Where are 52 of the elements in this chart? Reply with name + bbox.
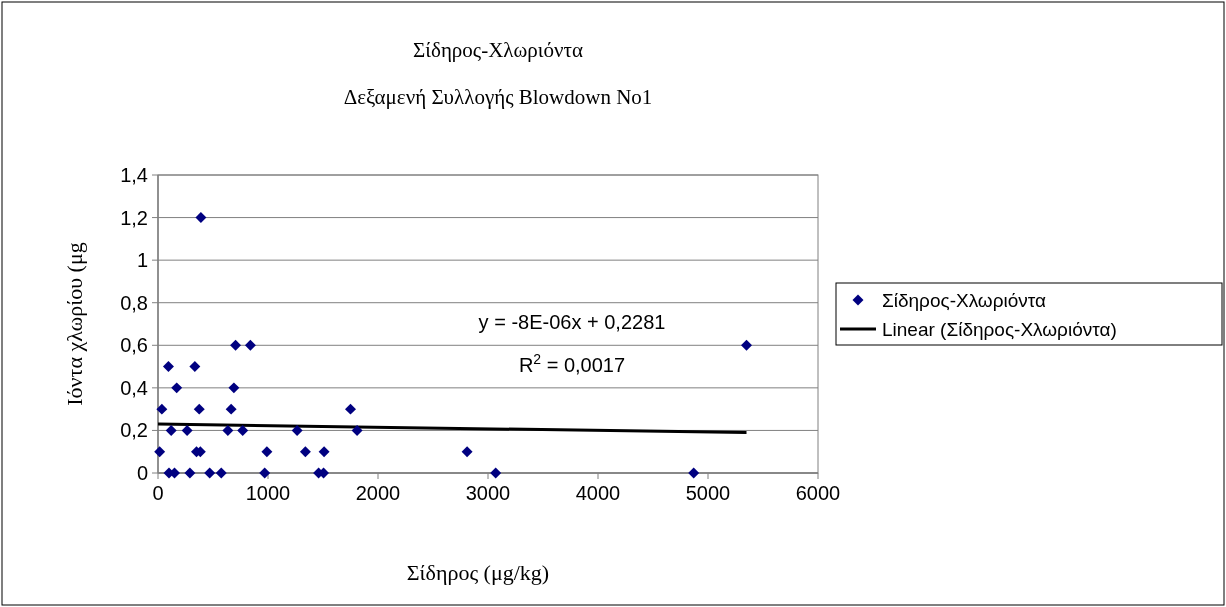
y-tick-label: 0 xyxy=(136,462,148,484)
y-axis-title: Ιόντα χλωρίου (μg xyxy=(62,242,87,406)
point xyxy=(195,212,207,224)
point xyxy=(490,467,502,479)
point xyxy=(165,424,177,436)
point xyxy=(162,361,174,373)
point xyxy=(189,361,201,373)
point xyxy=(154,446,166,458)
y-tick-label: 1,2 xyxy=(120,206,148,229)
chart-subtitle: Δεξαμενή Συλλογής Blowdown No1 xyxy=(343,85,653,109)
y-tick-label: 0,2 xyxy=(120,419,148,442)
annotation: R$^{2}$ = 0,0017 xyxy=(518,351,626,376)
point xyxy=(237,424,249,436)
point xyxy=(299,446,311,458)
x-tick-label: 0 xyxy=(152,482,164,504)
point xyxy=(259,467,271,479)
point xyxy=(181,424,193,436)
x-tick-label: 2000 xyxy=(355,482,401,504)
point xyxy=(215,467,227,479)
point xyxy=(230,339,242,351)
point xyxy=(244,339,256,351)
point xyxy=(171,382,183,394)
point xyxy=(345,403,356,415)
point xyxy=(225,403,237,415)
y-tick-label: 1 xyxy=(136,249,148,272)
y-tick-label: 0,4 xyxy=(120,376,148,399)
annotation: y = -8E-06x + 0,2281 xyxy=(478,311,666,333)
point xyxy=(228,382,240,394)
point xyxy=(461,446,473,458)
x-tick-label: 6000 xyxy=(795,482,841,504)
point xyxy=(318,446,330,458)
legend-label: Linear (Σίδηρος-Χλωριόντα) xyxy=(882,318,1117,340)
x-tick-label: 3000 xyxy=(465,482,511,504)
point xyxy=(184,467,196,479)
point xyxy=(204,467,216,479)
point xyxy=(291,424,303,436)
y-tick-label: 0,8 xyxy=(120,291,148,314)
y-tick-label: 1,4 xyxy=(120,164,148,186)
y-tick-label: 0,6 xyxy=(120,334,148,357)
x-axis-title: Σίδηρος (μg/kg) xyxy=(406,560,550,585)
x-tick-label: 5000 xyxy=(685,482,731,504)
x-tick-label: 4000 xyxy=(575,482,621,504)
point xyxy=(193,403,205,415)
point xyxy=(351,424,363,436)
point xyxy=(222,424,234,436)
point xyxy=(156,403,168,415)
legend-label: Σίδηρος-Χλωριόντα xyxy=(882,289,1047,311)
chart-title: Σίδηρος-Χλωριόντα xyxy=(413,38,583,62)
point xyxy=(741,339,752,351)
point xyxy=(688,467,700,479)
point xyxy=(261,446,273,458)
x-tick-label: 1000 xyxy=(245,482,291,504)
